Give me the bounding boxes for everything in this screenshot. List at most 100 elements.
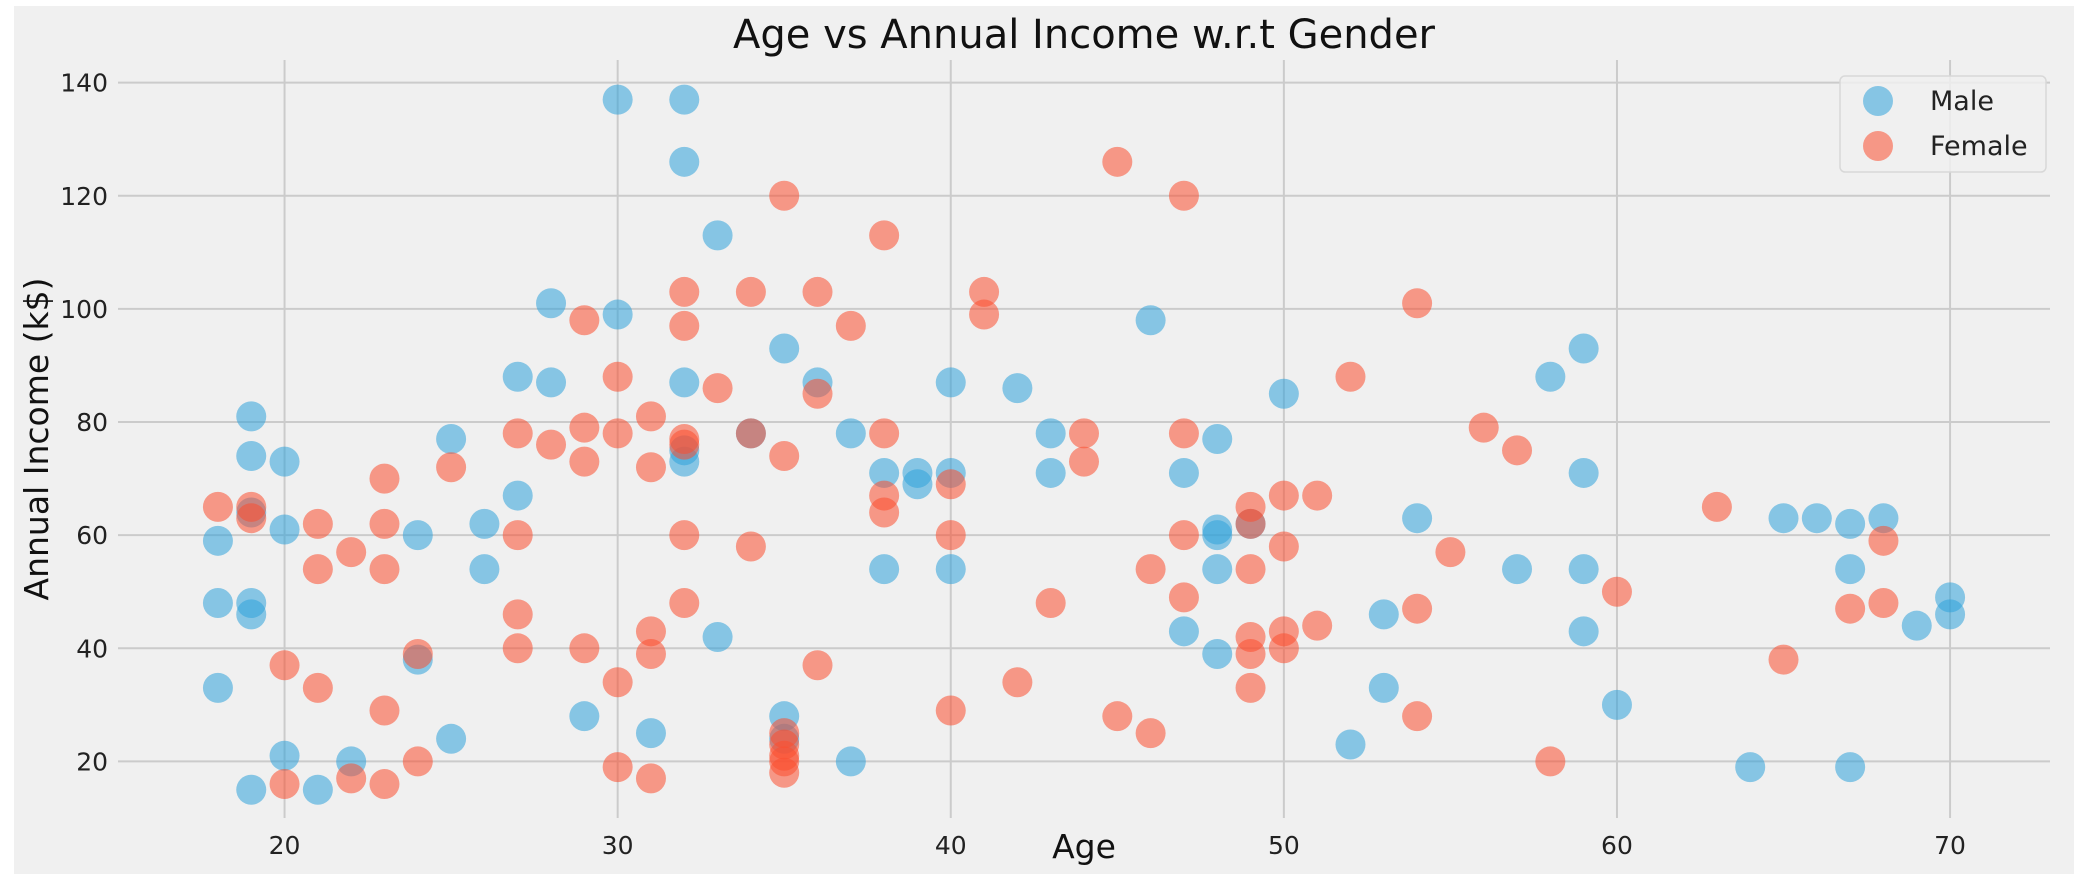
female-point	[802, 378, 833, 409]
y-tick-label: 40	[76, 634, 108, 663]
male-point	[1002, 373, 1033, 404]
female-point	[569, 412, 600, 443]
female-point	[236, 503, 267, 534]
female-point	[1268, 633, 1299, 664]
female-point	[1468, 412, 1499, 443]
male-point	[402, 520, 433, 551]
female-point	[1835, 593, 1866, 624]
male-point	[669, 367, 700, 398]
x-tick-label: 20	[269, 831, 301, 860]
male-point	[202, 588, 233, 619]
female-point	[969, 299, 1000, 330]
female-point	[502, 633, 533, 664]
female-point	[669, 520, 700, 551]
male-point	[436, 424, 467, 454]
female-point	[735, 531, 766, 562]
female-point	[1168, 520, 1199, 551]
female-point	[436, 452, 467, 483]
female-point	[569, 446, 600, 477]
male-point	[669, 146, 700, 177]
male-point	[1035, 457, 1066, 488]
legend-female-label: Female	[1930, 131, 2028, 162]
tick-labels: 20 30 40 50 60 70 20 40 60 80 100 120 140	[60, 69, 1966, 860]
female-point	[1168, 418, 1199, 449]
male-point	[1202, 520, 1233, 551]
male-point	[1568, 333, 1599, 364]
female-point	[802, 650, 833, 681]
female-point	[769, 180, 800, 211]
female-point	[1102, 146, 1133, 177]
female-point	[869, 418, 900, 449]
female-point	[669, 588, 700, 619]
female-point	[602, 667, 633, 698]
female-point	[1035, 588, 1066, 619]
male-point	[1168, 457, 1199, 488]
male-point	[1202, 424, 1233, 454]
female-point	[502, 418, 533, 449]
male-point	[436, 723, 467, 754]
male-point	[502, 361, 533, 392]
legend-male-marker	[1863, 86, 1893, 116]
male-point	[1568, 554, 1599, 585]
female-point	[802, 276, 833, 307]
male-point	[1035, 418, 1066, 449]
female-point	[1868, 588, 1899, 619]
female-point	[602, 752, 633, 783]
female-point	[1335, 361, 1366, 392]
male-point	[935, 554, 966, 585]
female-points	[202, 146, 1899, 800]
female-point	[1435, 537, 1466, 568]
male-point	[869, 554, 900, 585]
y-tick-label: 140	[60, 69, 108, 98]
female-point	[269, 769, 300, 800]
female-point	[369, 554, 400, 585]
male-point	[236, 401, 267, 432]
female-point	[402, 638, 433, 669]
legend-male-label: Male	[1930, 86, 1994, 117]
female-point	[336, 537, 367, 568]
female-point	[1235, 672, 1266, 703]
female-point	[869, 220, 900, 251]
female-point	[1135, 554, 1166, 585]
female-point	[969, 276, 1000, 307]
female-point	[935, 520, 966, 551]
female-point	[502, 520, 533, 551]
female-point	[635, 401, 666, 432]
female-point	[1235, 508, 1266, 539]
female-point	[1601, 576, 1632, 607]
female-point	[1535, 746, 1566, 777]
female-point	[1102, 701, 1133, 732]
female-point	[302, 508, 333, 539]
female-point	[402, 746, 433, 777]
male-point	[536, 288, 567, 319]
female-point	[1069, 446, 1099, 477]
female-point	[1402, 701, 1433, 732]
female-point	[935, 695, 966, 726]
female-point	[1235, 638, 1266, 669]
male-point	[202, 525, 233, 556]
male-point	[269, 740, 300, 771]
male-point	[1568, 616, 1599, 647]
y-tick-label: 20	[76, 747, 108, 776]
female-point	[369, 508, 400, 539]
female-point	[302, 554, 333, 585]
female-point	[669, 276, 700, 307]
male-point	[1402, 503, 1433, 534]
female-point	[569, 633, 600, 664]
legend: Male Female	[1839, 75, 2047, 173]
male-point	[602, 299, 633, 330]
male-point	[669, 84, 700, 115]
x-tick-label: 30	[602, 831, 634, 860]
x-tick-label: 60	[1601, 831, 1633, 860]
y-tick-label: 60	[76, 521, 108, 550]
female-point	[702, 373, 733, 404]
male-point	[1135, 305, 1166, 336]
male-point	[602, 84, 633, 115]
female-point	[1268, 531, 1299, 562]
male-point	[536, 367, 567, 398]
y-tick-label: 80	[76, 408, 108, 437]
female-point	[602, 361, 633, 392]
female-point	[269, 650, 300, 681]
